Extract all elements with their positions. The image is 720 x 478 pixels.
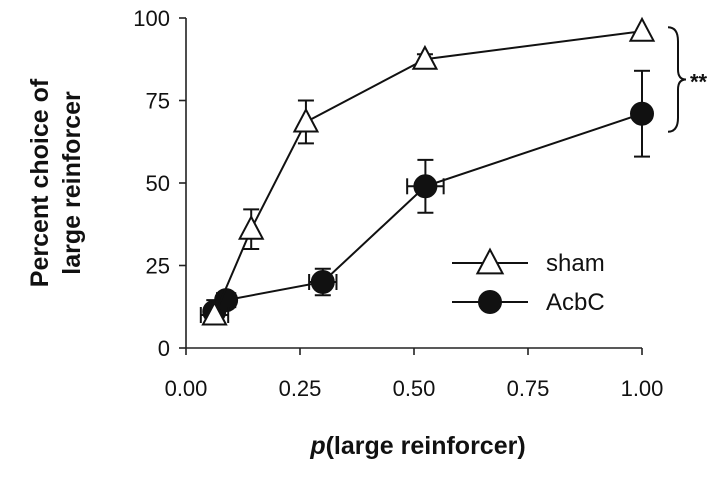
legend-marker-AcbC (478, 290, 502, 314)
x-tick-label: 0.25 (279, 376, 322, 401)
data-point-sham (292, 107, 320, 133)
data-point-sham (237, 214, 265, 240)
plot-area: ** (199, 16, 708, 326)
series-AcbC (202, 69, 654, 325)
data-point-AcbC (413, 174, 438, 199)
axes: 0 25 50 75 100 0.00 0.25 0.50 0.75 1.00 p(large re… (26, 6, 663, 460)
y-axis-title-line1: Percent choice of (26, 78, 54, 287)
x-tick-label: 0.75 (507, 376, 550, 401)
y-tick-label: 100 (133, 6, 170, 31)
x-axis-title: p(large reinforcer) (309, 432, 525, 460)
data-point-AcbC (630, 101, 654, 126)
x-axis-title-rest: (large reinforcer) (326, 432, 526, 460)
x-tick-label: 1.00 (621, 376, 664, 401)
significance-brace (667, 26, 687, 133)
legend-entry-AcbC: AcbC (452, 289, 605, 316)
legend-entry-sham: sham (452, 247, 605, 277)
legend: sham AcbC (452, 247, 605, 316)
legend-label-AcbC: AcbC (546, 289, 605, 316)
data-point-sham (201, 300, 228, 326)
y-tick-label: 25 (146, 254, 170, 279)
significance-label: ** (690, 69, 708, 94)
y-tick-label: 0 (158, 336, 170, 361)
x-tick-label: 0.00 (165, 376, 208, 401)
data-point-sham (411, 44, 439, 70)
x-axis-title-italic: p (309, 432, 325, 460)
y-axis-title-line2: large reinforcer (58, 91, 86, 275)
y-tick-label: 75 (146, 89, 170, 114)
series-sham (199, 16, 656, 326)
data-point-sham (628, 16, 656, 42)
legend-marker-sham (475, 247, 505, 275)
y-tick-label: 50 (146, 171, 170, 196)
legend-label-sham: sham (546, 250, 605, 277)
x-tick-label: 0.50 (393, 376, 436, 401)
data-point-AcbC (310, 270, 335, 294)
